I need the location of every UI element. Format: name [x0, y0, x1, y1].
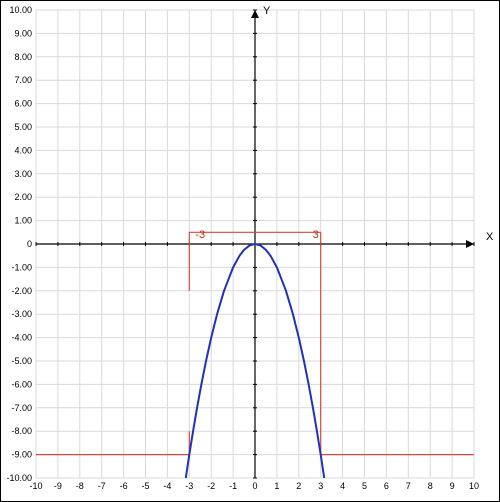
y-tick-label: -8.00 — [11, 426, 32, 436]
y-tick-label: -3.00 — [11, 309, 32, 319]
x-tick-label: 10 — [469, 481, 479, 491]
y-tick-label: 6.00 — [14, 99, 32, 109]
x-tick-label: 8 — [428, 481, 433, 491]
y-tick-label: -2.00 — [11, 286, 32, 296]
x-tick-label: 9 — [450, 481, 455, 491]
cartesian-chart: -10-9-8-7-6-5-4-3-2-1012345678910-10.00-… — [0, 0, 500, 502]
x-tick-label: -2 — [207, 481, 215, 491]
y-tick-label: -1.00 — [11, 262, 32, 272]
x-tick-label: -3 — [185, 481, 193, 491]
marker-label: 3 — [313, 229, 319, 241]
y-tick-label: 4.00 — [14, 145, 32, 155]
chart-container: -10-9-8-7-6-5-4-3-2-1012345678910-10.00-… — [0, 0, 500, 502]
y-tick-label: -6.00 — [11, 379, 32, 389]
y-tick-label: 2.00 — [14, 192, 32, 202]
x-tick-label: 4 — [340, 481, 345, 491]
x-tick-label: -6 — [120, 481, 128, 491]
y-tick-label: -7.00 — [11, 403, 32, 413]
y-tick-label: -4.00 — [11, 333, 32, 343]
y-axis-label: Y — [263, 5, 271, 17]
x-tick-label: 3 — [318, 481, 323, 491]
x-tick-label: -1 — [229, 481, 237, 491]
x-tick-label: 0 — [252, 481, 257, 491]
y-tick-label: -9.00 — [11, 450, 32, 460]
x-tick-label: 2 — [296, 481, 301, 491]
x-tick-label: -9 — [54, 481, 62, 491]
y-tick-label: -10.00 — [6, 473, 32, 483]
y-tick-label: 8.00 — [14, 52, 32, 62]
y-tick-label: 7.00 — [14, 75, 32, 85]
y-tick-label: 5.00 — [14, 122, 32, 132]
x-tick-label: 1 — [274, 481, 279, 491]
x-tick-label: -5 — [141, 481, 149, 491]
marker-label: -3 — [195, 229, 205, 241]
y-tick-label: 9.00 — [14, 28, 32, 38]
x-axis-label: X — [486, 231, 494, 243]
x-tick-label: 6 — [384, 481, 389, 491]
y-tick-label: 10.00 — [9, 5, 32, 15]
y-tick-label: -5.00 — [11, 356, 32, 366]
x-tick-label: -8 — [76, 481, 84, 491]
x-tick-label: 5 — [362, 481, 367, 491]
y-tick-label: 0 — [27, 239, 32, 249]
x-tick-label: -7 — [98, 481, 106, 491]
y-tick-label: 3.00 — [14, 169, 32, 179]
x-tick-label: -4 — [163, 481, 171, 491]
y-tick-label: 1.00 — [14, 216, 32, 226]
x-tick-label: 7 — [406, 481, 411, 491]
